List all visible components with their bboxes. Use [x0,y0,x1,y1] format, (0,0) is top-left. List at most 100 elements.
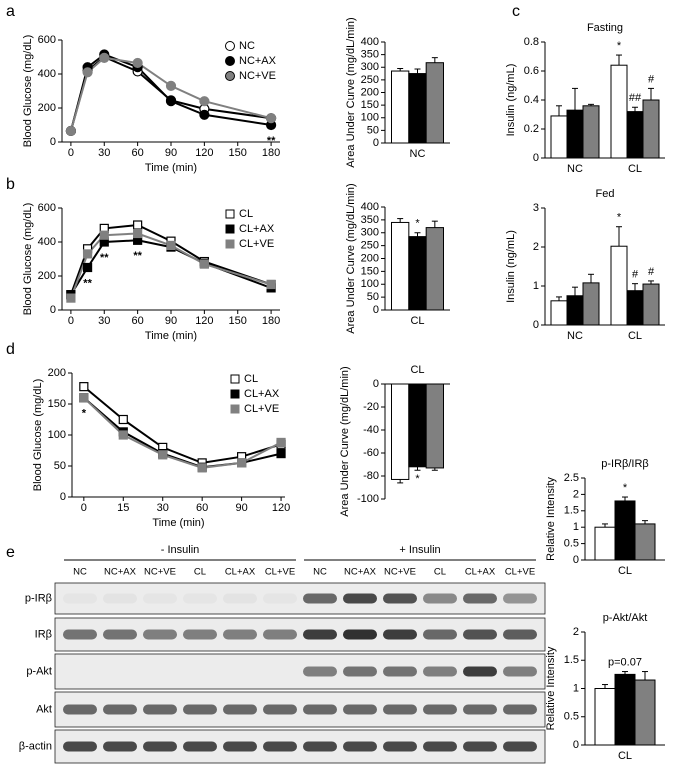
band [343,593,377,604]
bar [594,688,616,746]
band [263,741,297,752]
y-tick-label: 200 [361,252,379,264]
band [303,666,337,677]
y-tick-label: 2 [573,626,579,638]
annotation: * [415,473,420,485]
band [503,741,537,752]
y-axis-label: Area Under Curve (mg/dL/min) [339,366,351,516]
band [383,666,417,677]
lane-label: NC [313,567,327,578]
legend-label: CL [244,373,258,385]
point [82,262,93,273]
chart-title: Fasting [587,22,623,34]
band [63,629,97,640]
point [165,80,177,92]
x-tick-label: 30 [157,502,169,514]
bar [408,73,427,144]
band [503,593,537,604]
panel-label: d [6,341,15,358]
y-axis-label: Relative Intensity [545,646,557,730]
lane-label: CL+VE [505,567,535,578]
y-tick-label: 0 [60,491,66,503]
point [82,249,93,259]
band [423,629,457,640]
bar [626,111,644,159]
legend-label: NC+AX [239,55,277,67]
y-tick-label: 50 [367,124,379,136]
series-line [83,385,282,464]
panel-label: a [6,3,15,20]
band [183,594,217,604]
point [133,220,143,230]
y-tick-label: 150 [48,398,66,410]
annotation: ** [100,252,109,264]
band [143,629,177,640]
band [343,666,377,677]
lane-label: NC+VE [384,567,416,578]
panel-label: e [6,544,15,561]
y-tick-label: 100 [48,429,66,441]
annotation: ## [629,92,642,104]
y-axis-label: Blood Glucose (mg/dL) [32,379,44,492]
band [103,629,137,640]
y-tick-label: 2.5 [564,472,579,484]
bar [566,295,584,326]
band [223,704,257,715]
band [223,593,257,604]
y-tick-label: 0.4 [524,94,539,106]
y-tick-label: 0 [573,739,579,751]
band [103,741,137,752]
band [383,629,417,640]
y-tick-label: 0.5 [564,711,579,723]
legend-marker [225,56,235,66]
x-tick-label: 0 [81,502,87,514]
annotation: # [648,73,655,85]
x-tick-label: NC [410,148,426,160]
bar [634,523,656,561]
y-tick-label: 2 [533,241,539,253]
annotation: * [415,218,420,230]
bar [614,673,636,746]
y-tick-label: 100 [361,278,379,290]
y-tick-label: 300 [361,227,379,239]
x-tick-label: 90 [235,502,247,514]
x-tick-label: 15 [117,502,129,514]
x-tick-label: CL [618,750,632,762]
bar [642,99,660,159]
band [223,741,257,752]
y-tick-label: 200 [38,102,56,114]
point [266,279,276,290]
band [183,629,217,640]
point [166,240,176,250]
band [343,741,377,752]
series-line [83,397,282,469]
band [503,629,537,640]
y-tick-label: -80 [363,470,379,482]
row-label: p-Akt [26,665,52,677]
x-axis-label: Time (min) [145,162,197,174]
group-label: - Insulin [161,544,200,556]
band [303,593,337,604]
y-tick-label: 400 [361,201,379,213]
y-tick-label: 1 [533,280,539,292]
x-tick-label: 60 [132,315,144,327]
panel-label: c [512,3,520,20]
bar [582,105,600,159]
y-tick-label: 1 [573,682,579,694]
y-tick-label: -60 [363,447,379,459]
lane-label: CL [434,567,446,578]
point [99,230,109,240]
band [423,666,457,677]
band [463,593,497,604]
point [199,259,209,269]
y-tick-label: 0 [533,319,539,331]
point [237,458,247,468]
band [503,666,537,677]
y-tick-label: -40 [363,424,379,436]
point [79,393,89,403]
band [343,629,377,640]
bar [391,383,410,480]
band [463,704,497,715]
y-tick-label: 0 [373,304,379,316]
legend-label: CL+VE [244,403,279,415]
